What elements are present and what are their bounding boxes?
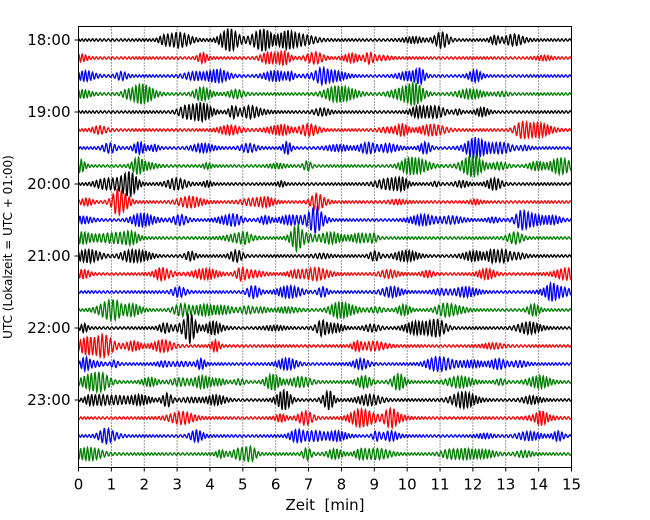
trace-row-1 [77, 49, 573, 67]
x-tick-label-7: 7 [304, 476, 314, 494]
x-tick-label-1: 1 [107, 476, 117, 494]
trace-row-4 [77, 101, 573, 124]
trace-row-10 [77, 205, 572, 234]
trace-row-3 [78, 80, 572, 107]
trace-row-18 [77, 354, 572, 374]
trace-row-15 [77, 297, 573, 323]
x-tick-label-6: 6 [271, 476, 281, 494]
trace-row-0 [78, 27, 572, 53]
trace-row-19 [77, 370, 573, 395]
x-tick-label-0: 0 [74, 476, 84, 494]
y-tick-label-3: 21:00 [27, 247, 70, 265]
trace-row-5 [78, 119, 572, 140]
x-tick-label-9: 9 [370, 476, 380, 494]
y-axis-label: UTC (Lokalzeit = UTC + 01:00) [1, 155, 15, 339]
x-tick-label-11: 11 [430, 476, 449, 494]
trace-row-20 [77, 388, 573, 411]
trace-row-13 [77, 265, 573, 283]
x-tick-label-3: 3 [172, 476, 182, 494]
trace-row-2 [78, 65, 572, 87]
plot-frame [78, 26, 572, 468]
seismic-traces [77, 27, 573, 463]
y-tick-label-5: 23:00 [27, 391, 70, 409]
x-tick-label-8: 8 [337, 476, 347, 494]
trace-row-6 [78, 137, 572, 159]
x-tick-label-12: 12 [463, 476, 482, 494]
x-tick-label-10: 10 [398, 476, 417, 494]
y-tick-label-2: 20:00 [27, 175, 70, 193]
trace-row-8 [78, 171, 573, 199]
trace-row-21 [77, 405, 573, 430]
trace-row-11 [77, 222, 572, 254]
x-tick-label-14: 14 [529, 476, 548, 494]
x-tick-label-5: 5 [238, 476, 248, 494]
trace-row-23 [77, 444, 573, 463]
trace-row-9 [77, 187, 573, 217]
y-axis-ticks: 18:00 19:00 20:00 21:00 22:00 23:00 [27, 31, 79, 409]
trace-row-16 [77, 313, 572, 344]
y-tick-label-4: 22:00 [27, 319, 70, 337]
y-tick-label-1: 19:00 [27, 103, 70, 121]
x-tick-label-15: 15 [562, 476, 581, 494]
trace-row-14 [77, 280, 573, 302]
trace-row-17 [77, 331, 573, 360]
trace-row-22 [78, 426, 573, 445]
x-tick-label-2: 2 [139, 476, 149, 494]
x-axis-ticks: 0 1 2 3 4 5 6 7 8 9 10 11 12 13 14 15 [74, 467, 581, 494]
trace-row-12 [77, 247, 572, 266]
trace-row-7 [77, 154, 573, 179]
x-tick-label-13: 13 [496, 476, 515, 494]
x-tick-label-4: 4 [205, 476, 215, 494]
x-axis-label: Zeit [min] [285, 496, 364, 514]
y-tick-label-0: 18:00 [27, 31, 70, 49]
